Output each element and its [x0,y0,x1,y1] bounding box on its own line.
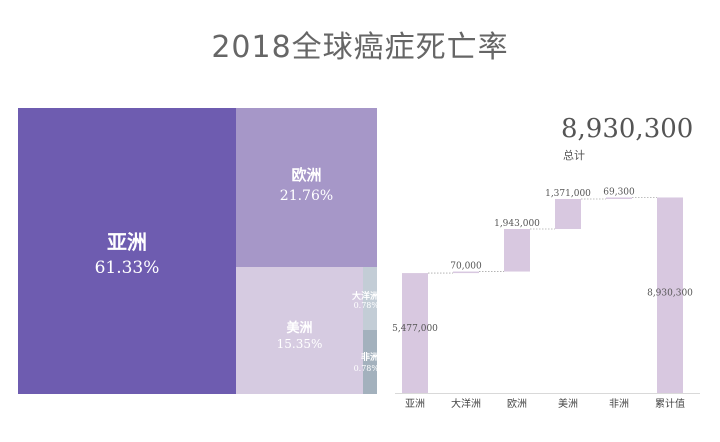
waterfall-category-label: 非洲 [609,398,629,410]
waterfall-category-label: 大洋洲 [451,397,481,410]
waterfall-bar[interactable] [402,273,428,393]
waterfall-value-label: 1,371,000 [545,189,591,199]
waterfall-value-label: 1,943,000 [494,219,540,229]
waterfall-bar[interactable] [504,229,530,272]
tile-percent: 15.35% [276,337,323,351]
tile-percent: 21.76% [279,188,334,204]
treemap-tile-africa[interactable]: 非洲 0.78% [354,330,379,394]
waterfall-value-label: 8,930,300 [647,288,693,298]
waterfall-category-label: 美洲 [558,397,578,410]
waterfall-category-label: 累计值 [655,397,685,410]
treemap-tile-america[interactable]: 美洲 15.35% [236,267,363,394]
waterfall-bar[interactable] [657,197,683,393]
chart-title: 2018全球癌症死亡率 [211,30,509,65]
tile-label: 欧洲 [291,166,322,184]
tile-label: 大洋洲 [351,292,379,302]
waterfall-value-label: 69,300 [603,187,635,197]
tile-label: 亚洲 [107,230,147,254]
tile-label: 非洲 [360,353,379,363]
treemap: 亚洲 61.33% 欧洲 21.76% 美洲 15.35% 大洋洲 0.78% … [18,108,379,394]
waterfall-bar[interactable] [606,197,632,199]
tile-percent: 0.78% [353,364,379,373]
total-value: 8,930,300 [561,114,694,144]
tile-percent: 0.78% [353,301,379,310]
waterfall-value-label: 5,477,000 [392,324,438,334]
treemap-tile-asia[interactable]: 亚洲 61.33% [18,108,236,394]
waterfall-category-label: 亚洲 [405,398,425,410]
waterfall-value-label: 70,000 [450,262,482,272]
treemap-tile-oceania[interactable]: 大洋洲 0.78% [352,267,379,330]
treemap-tile-europe[interactable]: 欧洲 21.76% [236,108,377,267]
tile-label: 美洲 [286,321,313,336]
total-label: 总计 [563,149,585,162]
waterfall-bar[interactable] [453,271,479,274]
waterfall-category-label: 欧洲 [507,398,527,410]
tile-percent: 61.33% [94,258,160,278]
waterfall-bar[interactable] [555,198,581,230]
